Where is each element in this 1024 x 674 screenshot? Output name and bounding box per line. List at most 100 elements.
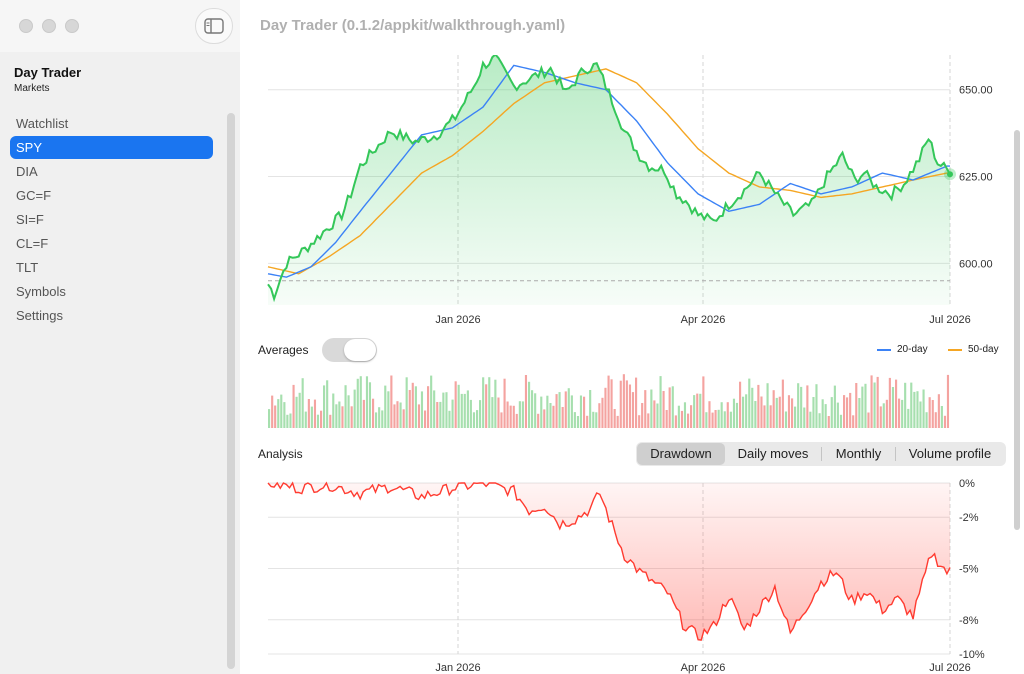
volume-bar [891,387,895,428]
volume-bar [341,406,344,428]
volume-bar [885,399,888,428]
volume-bar [583,396,586,428]
analysis-segmented-control: Drawdown Daily moves Monthly Volume prof… [636,442,1006,466]
app-subtitle: Markets [14,83,50,94]
volume-bar [326,380,329,428]
volume-bar [607,375,610,428]
averages-toggle-knob[interactable] [344,339,376,361]
volume-bar [427,386,430,428]
volume-bar [592,411,595,428]
volume-bar [735,402,739,428]
volume-bar [849,392,852,428]
volume-bar [451,399,454,428]
segment-daily-moves[interactable]: Daily moves [737,446,809,461]
sidebar-item-tlt[interactable]: TLT [16,260,39,275]
volume-bar [271,395,274,428]
sidebar-scrollbar[interactable] [227,113,235,669]
volume-bar [702,376,705,428]
drawdown-chart[interactable]: 0% -2% -5% -8% -10% Jan 2026 Apr 2026 Jul 2026 [255,470,1015,674]
volume-bar [576,416,580,428]
legend-label-50-day: 50-day [968,344,999,355]
price-y-tick-label: 625.00 [959,172,993,184]
segment-drawdown[interactable]: Drawdown [637,443,725,465]
sidebar-item-symbols[interactable]: Symbols [16,284,66,299]
toggle-sidebar-button[interactable] [195,8,233,44]
volume-bar [292,384,295,428]
price-chart[interactable]: 600.00 625.00 650.00 Jan 2026 Apr 2026 Jul 20… [255,55,1015,335]
volume-bar [888,377,891,428]
volume-bar [448,410,451,428]
zoom-window-button[interactable] [65,19,79,33]
volume-bar [375,412,378,428]
volume-bar [332,393,335,428]
volume-bar [711,412,714,428]
volume-bar [485,384,488,428]
drawdown-x-tick-label: Jul 2026 [929,662,971,674]
content-scrollbar[interactable] [1014,130,1020,530]
volume-bar [668,387,671,428]
volume-bar [641,403,644,428]
close-window-button[interactable] [19,19,33,33]
volume-bar [298,392,301,428]
sidebar-item-settings[interactable]: Settings [16,308,63,323]
volume-bar [268,409,271,428]
volume-bar [858,398,861,428]
volume-bar [329,414,332,428]
volume-bar [916,391,919,428]
volume-bar [827,416,830,428]
drawdown-line [267,481,951,641]
volume-bar [482,377,485,428]
volume-bar [506,401,509,428]
volume-bar [353,389,356,428]
volume-bar [365,376,369,428]
segment-monthly[interactable]: Monthly [835,446,882,461]
volume-chart [268,374,950,428]
sidebar-item-dia[interactable]: DIA [16,164,38,179]
volume-bar [720,402,723,428]
volume-bar [460,393,463,428]
volume-bar [861,386,864,428]
volume-bar [579,395,583,428]
volume-bar [558,392,561,428]
volume-bar [567,388,570,428]
volume-bar [301,378,304,428]
volume-bar [791,398,794,428]
volume-bar [635,377,638,428]
volume-bar [420,391,424,428]
volume-bar [647,413,650,428]
app-title: Day Trader [14,65,82,80]
sidebar-item-cl-f[interactable]: CL=F [16,236,49,251]
volume-bar [693,395,696,428]
volume-bar [879,406,882,428]
volume-bar [430,375,433,428]
volume-bar [543,409,546,428]
sidebar-item-si-f[interactable]: SI=F [16,212,44,227]
volume-bar [931,400,934,428]
volume-bar [494,379,497,428]
volume-bar [359,376,362,428]
sidebar-item-watchlist[interactable]: Watchlist [16,116,69,131]
volume-bar [778,396,781,428]
volume-bar [613,409,616,428]
volume-bar [943,415,947,428]
drawdown-y-tick-label: -5% [959,564,979,576]
volume-bar [518,401,521,428]
sidebar-item-spy[interactable]: SPY [10,136,213,159]
segment-volume-profile[interactable]: Volume profile [908,446,992,461]
minimize-window-button[interactable] [42,19,56,33]
volume-bar [631,392,635,428]
volume-bar [919,401,922,428]
volume-bar [540,396,543,428]
volume-bar [307,399,310,428]
sidebar-item-gc-f[interactable]: GC=F [16,188,52,203]
volume-bar [946,374,950,428]
volume-bar [696,393,699,428]
volume-bar [472,412,476,428]
volume-bar [925,412,928,428]
volume-bar [595,412,598,428]
volume-bar [320,410,323,428]
volume-bar [662,391,665,428]
volume-bar [310,406,313,428]
last-price-marker[interactable] [947,171,953,178]
